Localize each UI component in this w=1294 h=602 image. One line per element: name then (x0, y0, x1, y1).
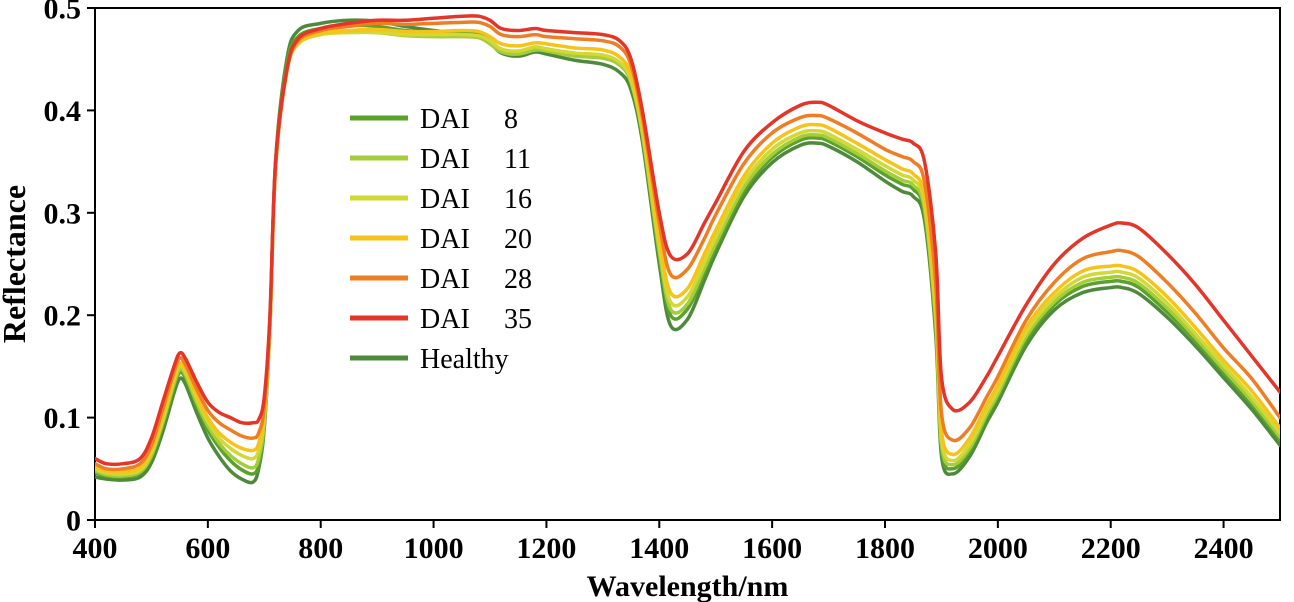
reflectance-chart: 4006008001000120014001600180020002200240… (0, 0, 1294, 602)
ytick-label: 0.3 (44, 197, 82, 230)
ytick-label: 0 (66, 505, 81, 538)
ytick-label: 0.1 (44, 402, 82, 435)
xtick-label: 800 (298, 532, 343, 565)
legend-label-suffix: 35 (504, 304, 532, 335)
xtick-label: 1600 (742, 532, 802, 565)
xtick-label: 1000 (404, 532, 464, 565)
legend-label: DAI (420, 144, 470, 175)
legend-label: DAI (420, 224, 470, 255)
legend-label: DAI (420, 104, 470, 135)
legend-label: DAI (420, 184, 470, 215)
chart-svg: 4006008001000120014001600180020002200240… (0, 0, 1294, 602)
legend-label-suffix: 8 (504, 104, 518, 135)
xtick-label: 2000 (968, 532, 1028, 565)
legend-label: DAI (420, 264, 470, 295)
x-axis-label: Wavelength/nm (587, 570, 789, 602)
ytick-label: 0.2 (44, 300, 82, 333)
legend-label-suffix: 20 (504, 224, 532, 255)
legend-label-suffix: 28 (504, 264, 532, 295)
ytick-label: 0.5 (44, 0, 82, 26)
xtick-label: 1800 (855, 532, 915, 565)
legend-label-suffix: 16 (504, 184, 532, 215)
legend-label: Healthy (420, 344, 509, 375)
ytick-label: 0.4 (44, 95, 82, 128)
legend-label: DAI (420, 304, 470, 335)
y-axis-label: Reflectance (0, 185, 32, 343)
xtick-label: 600 (185, 532, 230, 565)
xtick-label: 2400 (1194, 532, 1254, 565)
xtick-label: 2200 (1081, 532, 1141, 565)
xtick-label: 1200 (516, 532, 576, 565)
legend-label-suffix: 11 (504, 144, 531, 175)
xtick-label: 1400 (629, 532, 689, 565)
